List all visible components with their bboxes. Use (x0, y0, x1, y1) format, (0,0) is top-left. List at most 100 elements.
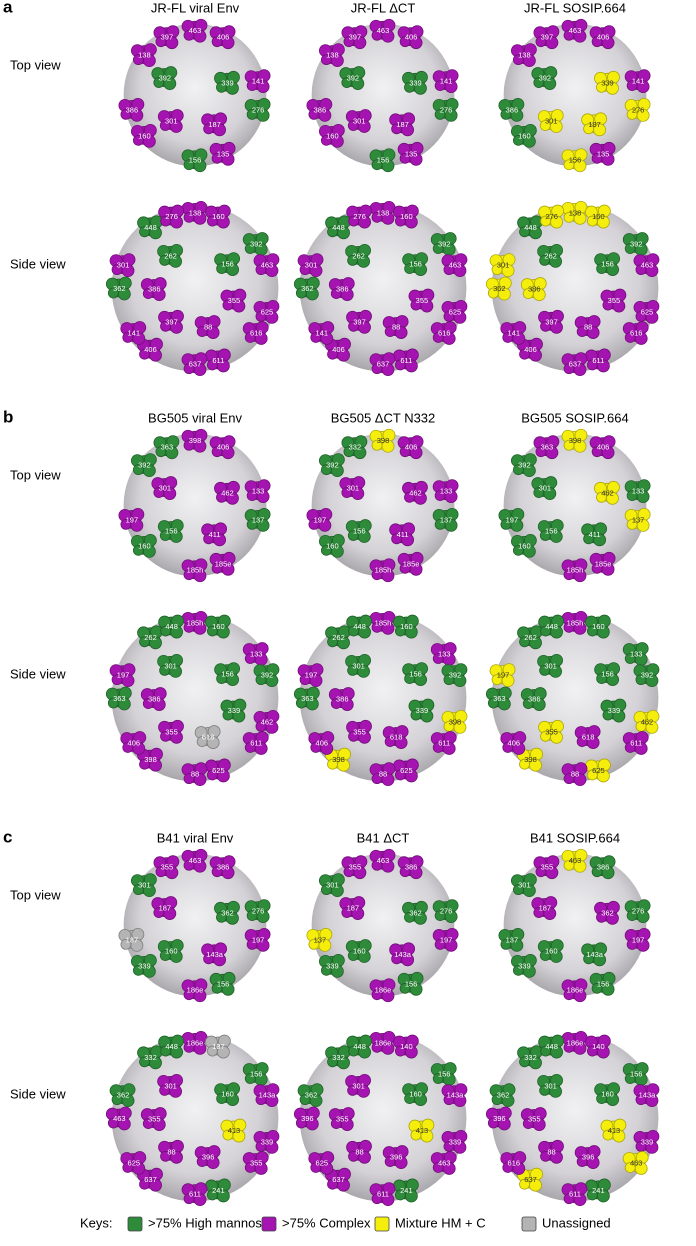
glycan-label: 355 (228, 296, 241, 305)
protein-surface (491, 1034, 659, 1202)
glycan (120, 321, 147, 345)
glycan-label: 355 (416, 296, 429, 305)
glycan-label: 88 (167, 1147, 175, 1156)
glycan-label: 616 (630, 328, 643, 337)
glycan-label: 392 (250, 240, 263, 249)
glycan (209, 25, 236, 50)
glycan-label: 301 (117, 261, 130, 270)
glycan (382, 315, 409, 339)
glycan-label: 185h (187, 566, 204, 575)
glycan-label: 135 (405, 149, 418, 158)
glycan-label: 396 (301, 1114, 314, 1123)
glycan-label: 396 (390, 1153, 403, 1162)
glycan-atom (183, 159, 195, 171)
glycan-label: 406 (144, 345, 157, 354)
glycan-label: 262 (352, 251, 365, 260)
glycan-label: 363 (493, 694, 506, 703)
glycan-atom (299, 264, 311, 276)
glycan-label: 137 (632, 515, 645, 524)
glycan-label: 339 (518, 961, 531, 970)
glycan-atom (246, 109, 258, 120)
panel-letter: a (3, 0, 13, 16)
glycan (181, 148, 208, 173)
glycan (181, 352, 208, 377)
glycan-atom (394, 359, 406, 371)
glycan-label: 397 (545, 317, 558, 326)
glycan-label: 276 (632, 105, 645, 114)
glycan-atom (533, 77, 545, 88)
glycan-label: 413 (416, 1126, 429, 1135)
glycan-label: 185h (375, 566, 392, 575)
protein-surface (299, 1034, 467, 1202)
glycan-label: 301 (497, 261, 510, 270)
glycan-label: 197 (497, 671, 510, 680)
glycan-label: 141 (128, 328, 141, 337)
glycan-atom (434, 109, 446, 120)
glycan-label: 197 (117, 671, 130, 680)
column-title: B41 ΔCT (357, 830, 410, 845)
glycan-label: 133 (630, 650, 643, 659)
glycan-label: 463 (449, 261, 462, 270)
glycan (430, 232, 457, 256)
glycan-label: 301 (347, 484, 360, 493)
glycan-label: 301 (164, 661, 177, 670)
molecule: 463 386 362 276 197 143a 156 186e 160 339 137 187 30… (498, 848, 651, 1003)
glycan-label: 406 (316, 738, 329, 747)
glycan-label: 143a (586, 950, 604, 959)
glycan-label: 332 (349, 443, 362, 452)
glycan-label: 448 (524, 223, 537, 232)
glycan-atom (320, 54, 332, 66)
column-title: BG505 viral Env (148, 410, 242, 425)
glycan (510, 123, 537, 148)
glycan-atom (330, 288, 342, 299)
glycan-atom (371, 29, 383, 41)
molecule: 398 406 462 133 137 411 185e 185h 156 160 197 301 39… (118, 428, 271, 583)
glycan-label: 398 (449, 717, 462, 726)
glycan-label: 625 (449, 307, 462, 316)
glycan-label: 156 (217, 979, 230, 988)
glycan-label: 88 (355, 1147, 363, 1156)
glycan-label: 88 (379, 770, 387, 779)
glycan-label: 618 (582, 733, 595, 742)
glycan-label: 156 (601, 670, 614, 679)
glycan-label: 339 (138, 961, 151, 970)
glycan-label: 160 (165, 947, 178, 956)
glycan (244, 98, 271, 122)
row-label: Top view (10, 467, 61, 482)
glycan-label: 362 (113, 284, 126, 293)
glycan (297, 253, 324, 278)
molecule: 185h 160156133392339462611618625883553984… (485, 610, 660, 787)
molecule: 138 160 156 392 463 355 625 616 88 611 637 397 40614… (293, 200, 468, 377)
glycan-label: 187 (208, 120, 221, 129)
molecule: 186e 140 160 156 143a 413 339 463 396 241 611 88 637… (293, 1030, 468, 1207)
glycan-label: 355 (541, 863, 554, 872)
glycan-label: 276 (165, 212, 178, 221)
glycan-atom (512, 54, 524, 66)
glycan-label: 392 (518, 461, 531, 470)
glycan (341, 25, 368, 50)
glycan (498, 98, 525, 122)
glycan-label: 398 (524, 755, 537, 764)
protein-surface (299, 614, 467, 782)
glycan-label: 463 (569, 856, 582, 865)
glycan (622, 232, 649, 256)
glycan-label: 197 (506, 515, 519, 524)
glycan-label: 301 (518, 881, 531, 890)
glycan (253, 253, 280, 278)
glycan-label: 448 (353, 1042, 366, 1051)
glycan-label: 156 (250, 1070, 263, 1079)
glycan (242, 232, 269, 256)
glycan-label: 355 (165, 727, 178, 736)
glycan-atom (183, 29, 195, 41)
glycan (389, 112, 416, 137)
glycan-label: 185h (375, 618, 392, 627)
glycan (140, 277, 167, 301)
glycan-label: 463 (377, 26, 390, 35)
glycan-label: 406 (405, 33, 418, 42)
glycan-label: 141 (632, 77, 645, 86)
glycan-label: 448 (165, 1042, 178, 1051)
glycan-atom (155, 36, 167, 48)
glycan-atom (371, 211, 383, 223)
glycan-atom (120, 109, 132, 120)
glycan-label: 448 (332, 223, 345, 232)
